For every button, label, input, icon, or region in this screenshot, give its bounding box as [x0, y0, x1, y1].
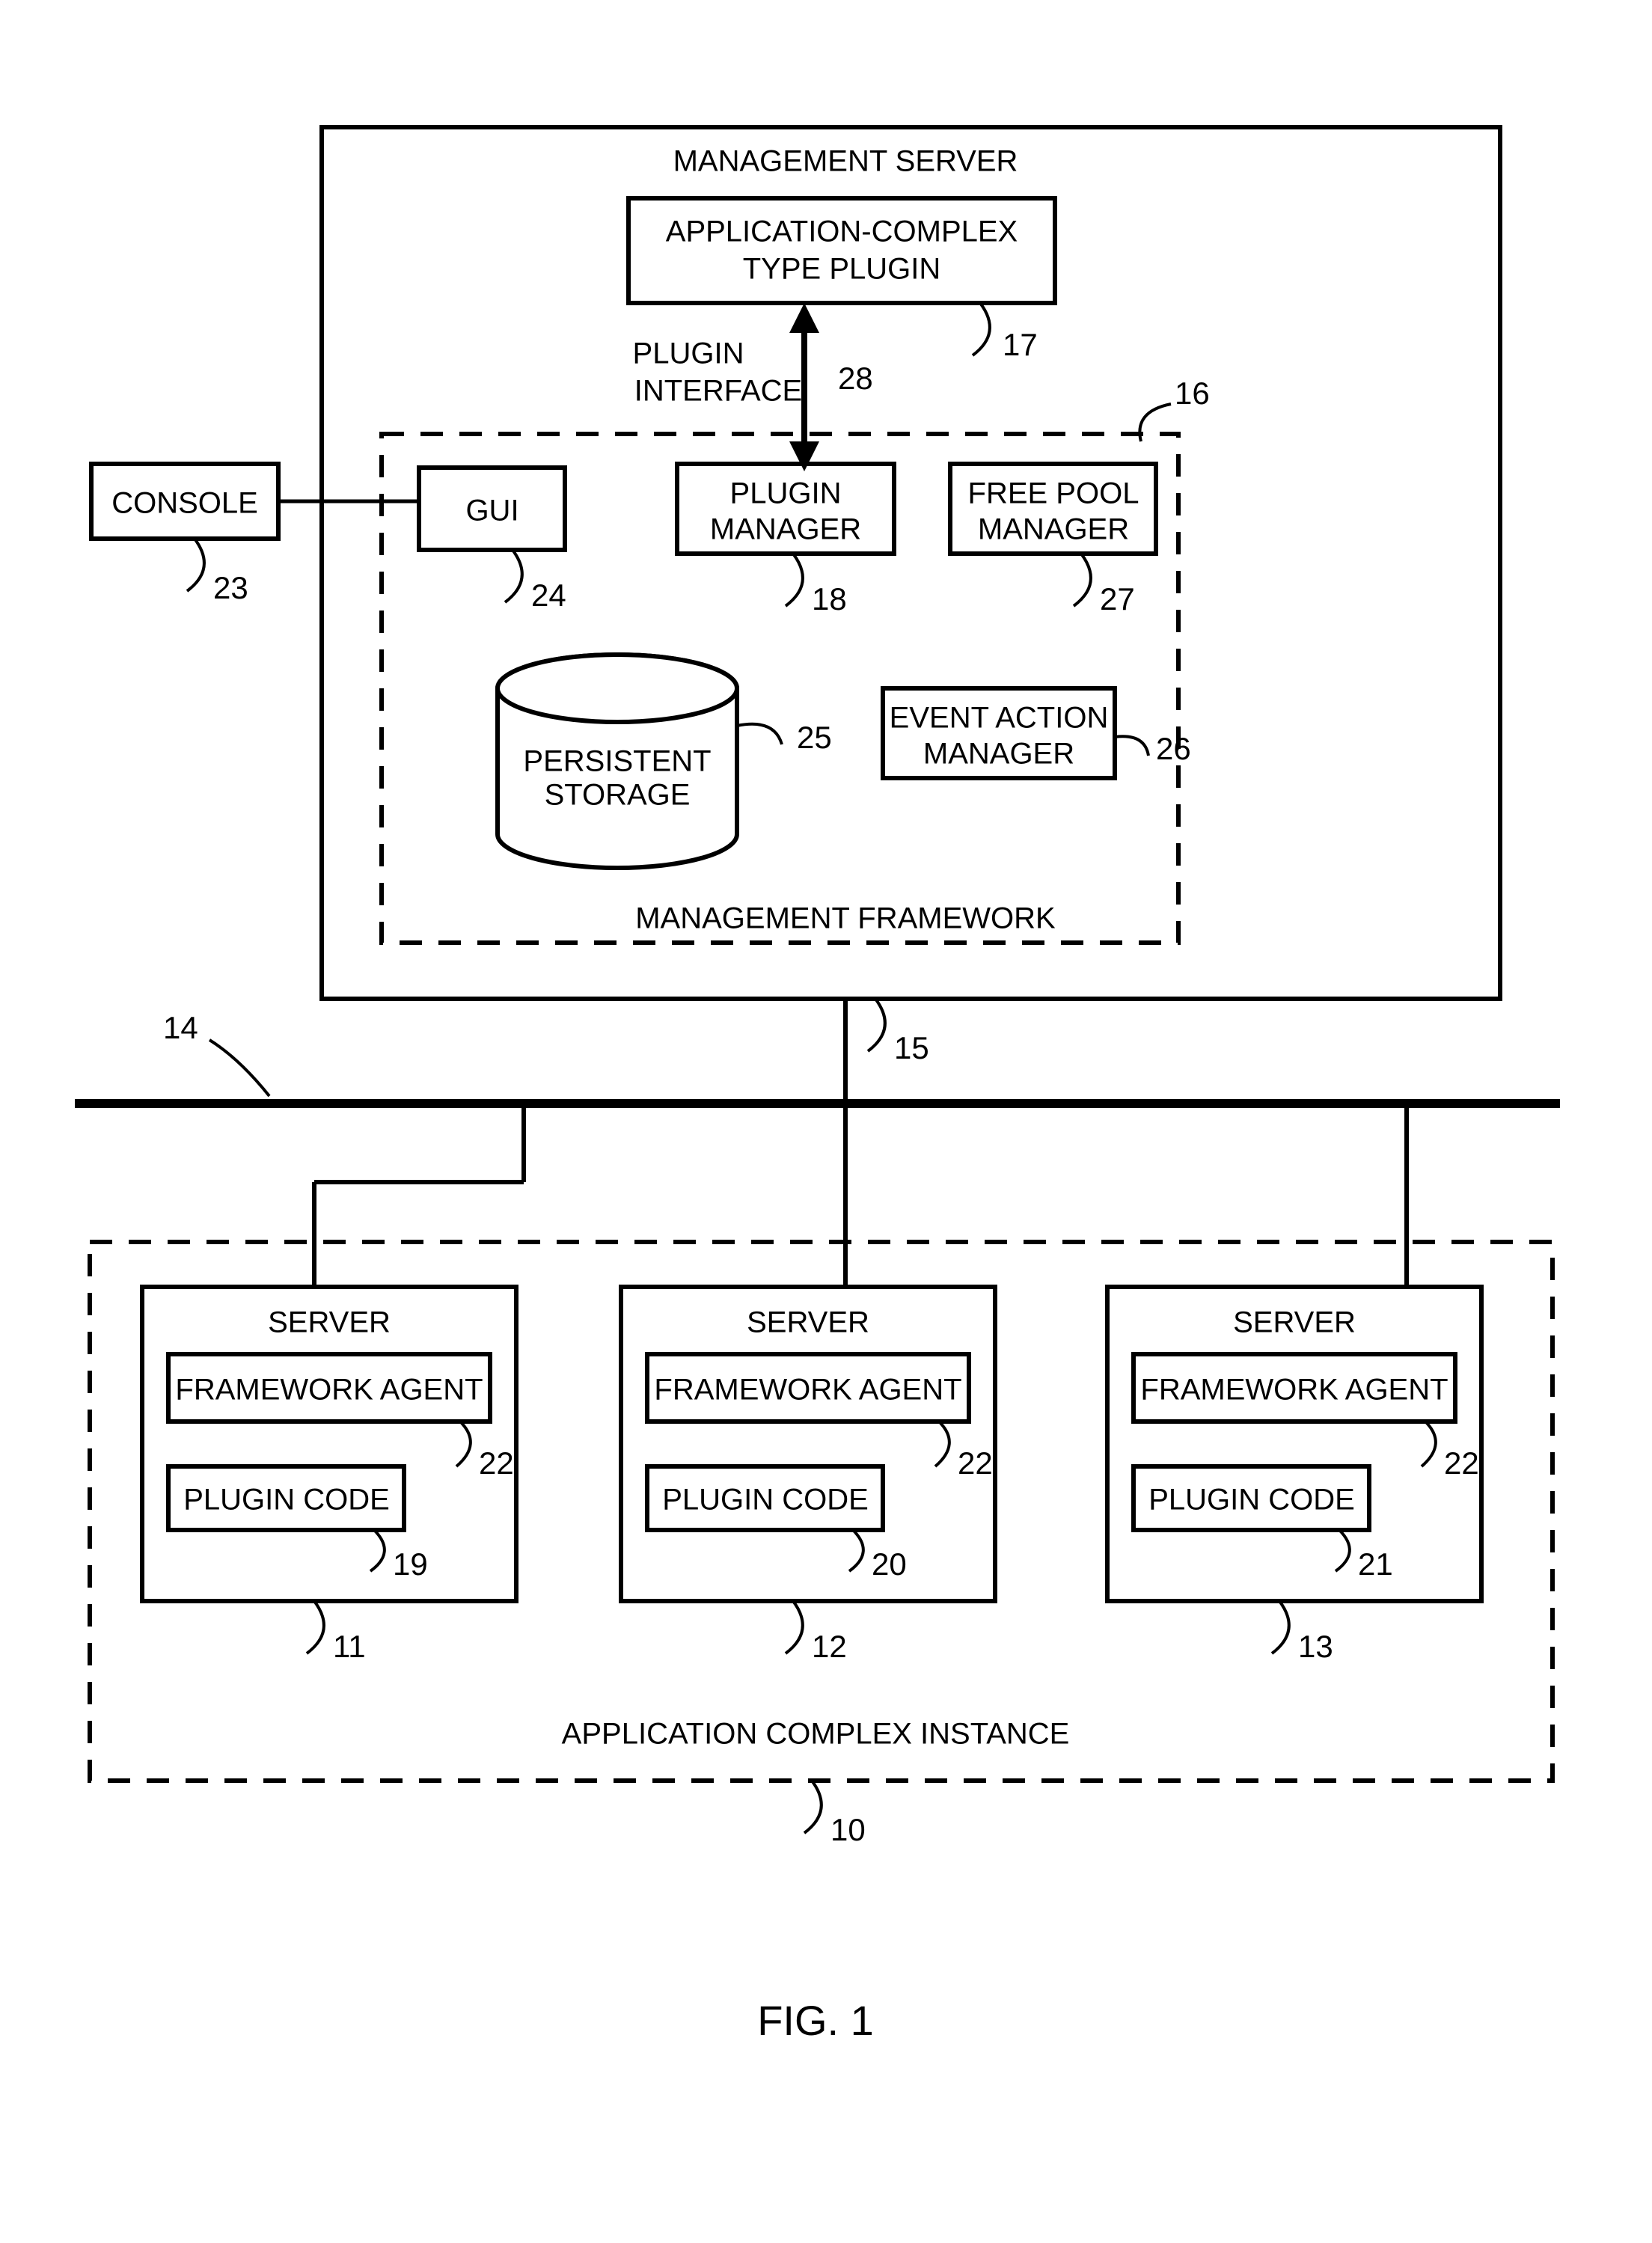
diagram-svg: MANAGEMENT SERVER APPLICATION-COMPLEX TY… [0, 0, 1652, 2243]
ref-leader-23 [187, 539, 204, 591]
ref-17: 17 [1003, 327, 1038, 362]
ref-16: 16 [1175, 376, 1210, 411]
ref-27: 27 [1100, 581, 1135, 616]
plugin-manager-line1: PLUGIN [730, 477, 842, 510]
management-server-title: MANAGEMENT SERVER [673, 145, 1018, 178]
server-2-agent: FRAMEWORK AGENT [654, 1374, 961, 1407]
gui-label: GUI [465, 495, 518, 527]
free-pool-line1: FREE POOL [968, 477, 1139, 510]
server-2: SERVER FRAMEWORK AGENT PLUGIN CODE 22 20… [621, 1287, 995, 1664]
server-1: SERVER FRAMEWORK AGENT PLUGIN CODE 22 19… [142, 1287, 516, 1664]
figure-label: FIG. 1 [757, 1997, 874, 2044]
plugin-type-line2: TYPE PLUGIN [743, 253, 941, 286]
free-pool-line2: MANAGER [978, 513, 1129, 546]
ref-leader-18 [786, 554, 803, 606]
server-1-ref: 11 [333, 1629, 366, 1664]
event-action-line2: MANAGER [923, 738, 1074, 771]
server-3-plugin: PLUGIN CODE [1148, 1484, 1355, 1517]
ref-leader-10 [804, 1781, 822, 1833]
plugin-interface-line2: INTERFACE [634, 375, 802, 408]
plugin-type-line1: APPLICATION-COMPLEX [666, 215, 1018, 248]
plugin-manager-line2: MANAGER [710, 513, 861, 546]
server-1-agent-ref: 22 [479, 1445, 514, 1481]
ref-leader-25 [737, 724, 782, 744]
ref-25: 25 [797, 720, 832, 755]
server-3-agent-ref: 22 [1444, 1445, 1479, 1481]
server-3-agent: FRAMEWORK AGENT [1140, 1374, 1448, 1407]
ref-23: 23 [213, 570, 248, 605]
ref-leader-17 [973, 303, 990, 355]
ref-18: 18 [812, 581, 847, 616]
management-framework-title: MANAGEMENT FRAMEWORK [635, 902, 1056, 935]
plugin-interface-line1: PLUGIN [633, 337, 744, 370]
server-1-title: SERVER [268, 1306, 391, 1339]
app-complex-title: APPLICATION COMPLEX INSTANCE [562, 1718, 1070, 1751]
ref-leader-26 [1115, 736, 1148, 756]
arrowhead-down-icon [789, 441, 819, 471]
server-3-title: SERVER [1233, 1306, 1356, 1339]
ref-leader-14 [209, 1040, 269, 1096]
ref-15: 15 [894, 1030, 929, 1065]
arrowhead-up-icon [789, 303, 819, 333]
server-1-plugin: PLUGIN CODE [183, 1484, 390, 1517]
server-3-ref: 13 [1298, 1629, 1333, 1664]
plugin-type-box [628, 198, 1055, 303]
server-2-title: SERVER [747, 1306, 869, 1339]
server-1-plugin-ref: 19 [393, 1546, 428, 1582]
server-3-plugin-ref: 21 [1358, 1546, 1393, 1582]
storage-line1: PERSISTENT [523, 745, 711, 778]
ref-leader-24 [505, 550, 522, 602]
ref-14: 14 [163, 1010, 198, 1045]
ref-leader-15 [868, 999, 885, 1051]
ref-26: 26 [1156, 731, 1191, 766]
server-3: SERVER FRAMEWORK AGENT PLUGIN CODE 22 21… [1107, 1287, 1481, 1664]
storage-line2: STORAGE [545, 779, 691, 812]
event-action-line1: EVENT ACTION [890, 702, 1109, 735]
server-2-ref: 12 [812, 1629, 847, 1664]
console-label: CONSOLE [111, 487, 258, 520]
server-2-agent-ref: 22 [958, 1445, 993, 1481]
server-2-plugin: PLUGIN CODE [662, 1484, 869, 1517]
server-1-agent: FRAMEWORK AGENT [175, 1374, 483, 1407]
ref-28: 28 [838, 361, 873, 396]
ref-10: 10 [830, 1812, 866, 1847]
ref-leader-27 [1074, 554, 1091, 606]
server-2-plugin-ref: 20 [872, 1546, 907, 1582]
ref-24: 24 [531, 578, 566, 613]
